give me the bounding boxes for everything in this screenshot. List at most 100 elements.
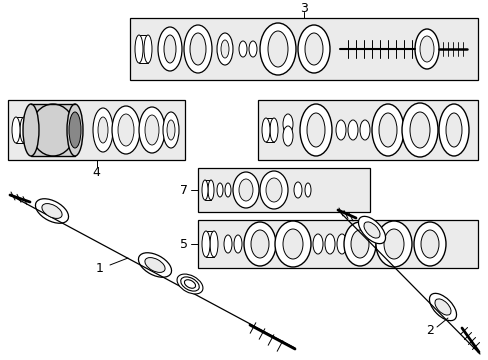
Ellipse shape bbox=[224, 183, 230, 197]
Ellipse shape bbox=[335, 120, 346, 140]
Ellipse shape bbox=[438, 104, 468, 156]
Ellipse shape bbox=[158, 27, 182, 71]
Ellipse shape bbox=[69, 112, 81, 148]
Ellipse shape bbox=[420, 230, 438, 258]
Ellipse shape bbox=[274, 221, 310, 267]
Ellipse shape bbox=[283, 126, 292, 146]
Ellipse shape bbox=[265, 178, 282, 202]
Ellipse shape bbox=[414, 29, 438, 69]
Ellipse shape bbox=[383, 229, 403, 259]
Ellipse shape bbox=[163, 112, 179, 148]
Ellipse shape bbox=[325, 234, 334, 254]
Ellipse shape bbox=[190, 33, 205, 65]
Ellipse shape bbox=[434, 299, 450, 315]
Ellipse shape bbox=[135, 35, 142, 63]
Ellipse shape bbox=[248, 41, 257, 57]
Ellipse shape bbox=[419, 36, 433, 62]
Ellipse shape bbox=[375, 221, 411, 267]
Ellipse shape bbox=[98, 117, 108, 143]
Text: 3: 3 bbox=[300, 1, 307, 14]
Text: 1: 1 bbox=[96, 261, 104, 274]
Ellipse shape bbox=[183, 25, 212, 73]
Ellipse shape bbox=[42, 204, 62, 219]
Ellipse shape bbox=[293, 182, 302, 198]
Ellipse shape bbox=[232, 172, 259, 208]
Ellipse shape bbox=[312, 234, 323, 254]
Ellipse shape bbox=[138, 253, 171, 277]
Bar bbox=[204, 180, 210, 200]
Ellipse shape bbox=[336, 234, 346, 254]
Ellipse shape bbox=[358, 216, 385, 244]
Ellipse shape bbox=[371, 104, 403, 156]
Ellipse shape bbox=[139, 107, 164, 153]
Ellipse shape bbox=[144, 258, 165, 273]
Ellipse shape bbox=[224, 235, 231, 253]
Ellipse shape bbox=[67, 104, 83, 156]
Ellipse shape bbox=[409, 112, 429, 148]
Ellipse shape bbox=[184, 280, 195, 288]
Ellipse shape bbox=[118, 114, 134, 146]
Ellipse shape bbox=[305, 183, 310, 197]
Ellipse shape bbox=[112, 106, 140, 154]
Ellipse shape bbox=[283, 114, 292, 134]
Bar bbox=[31, 104, 75, 156]
Ellipse shape bbox=[93, 108, 113, 152]
Text: 4: 4 bbox=[92, 166, 100, 179]
Ellipse shape bbox=[306, 113, 325, 147]
Ellipse shape bbox=[363, 222, 379, 238]
Ellipse shape bbox=[359, 120, 369, 140]
Ellipse shape bbox=[283, 229, 303, 259]
Ellipse shape bbox=[305, 33, 323, 65]
Ellipse shape bbox=[23, 104, 39, 156]
Ellipse shape bbox=[401, 103, 437, 157]
Bar bbox=[198, 220, 477, 268]
Text: 5: 5 bbox=[180, 238, 187, 251]
Ellipse shape bbox=[145, 115, 159, 145]
Bar bbox=[16, 117, 24, 143]
Ellipse shape bbox=[209, 231, 218, 257]
Ellipse shape bbox=[31, 104, 75, 156]
Ellipse shape bbox=[177, 274, 203, 294]
Ellipse shape bbox=[202, 180, 207, 200]
Ellipse shape bbox=[445, 113, 461, 147]
Ellipse shape bbox=[260, 23, 295, 75]
Ellipse shape bbox=[202, 231, 209, 257]
Bar bbox=[130, 18, 477, 80]
Ellipse shape bbox=[262, 118, 269, 142]
Text: 2: 2 bbox=[425, 324, 433, 337]
Ellipse shape bbox=[217, 33, 232, 65]
Ellipse shape bbox=[234, 235, 242, 253]
Ellipse shape bbox=[239, 179, 252, 201]
Ellipse shape bbox=[378, 113, 396, 147]
Bar bbox=[265, 118, 273, 142]
Ellipse shape bbox=[163, 35, 176, 63]
Ellipse shape bbox=[250, 230, 268, 258]
Ellipse shape bbox=[20, 117, 28, 143]
Ellipse shape bbox=[267, 31, 287, 67]
Bar bbox=[205, 231, 214, 257]
Ellipse shape bbox=[269, 118, 278, 142]
Ellipse shape bbox=[350, 230, 368, 258]
Bar bbox=[8, 100, 184, 160]
Bar bbox=[198, 168, 369, 212]
Ellipse shape bbox=[181, 277, 199, 291]
Ellipse shape bbox=[413, 222, 445, 266]
Text: 7: 7 bbox=[180, 184, 187, 197]
Ellipse shape bbox=[167, 120, 175, 140]
Ellipse shape bbox=[143, 35, 152, 63]
Ellipse shape bbox=[297, 25, 329, 73]
Ellipse shape bbox=[347, 120, 357, 140]
Ellipse shape bbox=[428, 293, 456, 321]
Bar bbox=[139, 35, 148, 63]
Ellipse shape bbox=[239, 41, 246, 57]
Bar bbox=[258, 100, 477, 160]
Ellipse shape bbox=[217, 183, 223, 197]
Ellipse shape bbox=[12, 117, 20, 143]
Ellipse shape bbox=[221, 40, 228, 58]
Ellipse shape bbox=[299, 104, 331, 156]
Ellipse shape bbox=[343, 222, 375, 266]
Ellipse shape bbox=[260, 171, 287, 209]
Ellipse shape bbox=[207, 180, 214, 200]
Ellipse shape bbox=[35, 199, 68, 223]
Ellipse shape bbox=[244, 222, 275, 266]
